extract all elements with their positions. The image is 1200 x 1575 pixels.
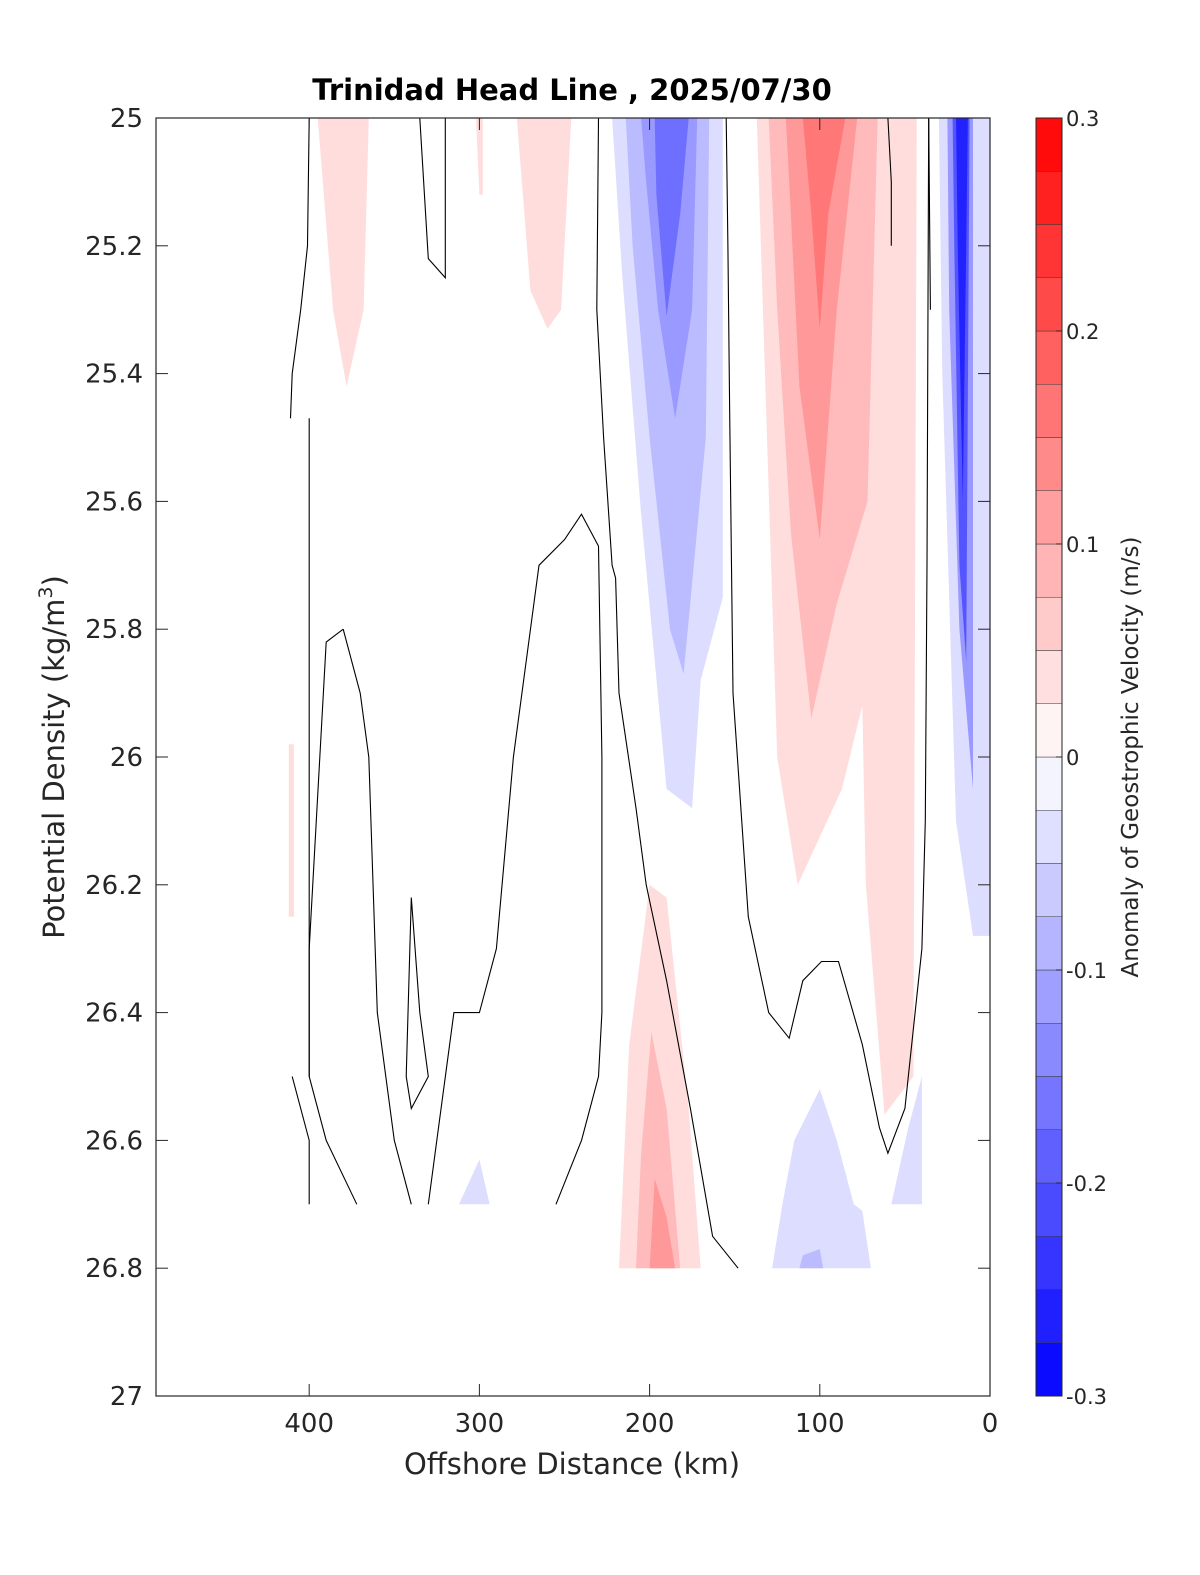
contour-fill-red-patch-265km [516, 118, 572, 329]
contour-fill-blue-deep-45km-l1 [891, 1076, 922, 1205]
y-axis-label-close: ) [37, 575, 71, 586]
zero-contour-lines [289, 118, 931, 1269]
y-tick-label: 25.2 [85, 232, 143, 262]
contour-fill-red-patch-380km [317, 118, 369, 387]
colorbar-segment [1035, 117, 1063, 172]
x-tick-label: 100 [795, 1409, 845, 1439]
colorbar-segment [1035, 277, 1063, 332]
colorbar-segment [1035, 171, 1063, 225]
filled-contours [288, 118, 990, 1269]
colorbar-ticks: 0.3 0.2 0.1 0 -0.1 -0.2 -0.3 [1056, 107, 1107, 1409]
x-tick-label: 400 [284, 1409, 334, 1439]
x-axis-ticks: 400 300 200 100 0 [284, 118, 998, 1439]
contour-fill-red-deep-200km-l3 [649, 1178, 676, 1269]
zero-contour-line-4 [725, 118, 930, 1155]
colorbar-label: Anomaly of Geostrophic Velocity (m/s) [1118, 537, 1144, 978]
contour-fill-blue-jet-190km-l4 [654, 118, 689, 317]
colorbar-tick-label: 0.2 [1066, 320, 1099, 344]
x-axis-label: Offshore Distance (km) [404, 1447, 740, 1481]
colorbar-segment [1035, 543, 1063, 598]
zero-contour-line-7 [291, 1076, 310, 1205]
y-tick-label: 26 [110, 743, 143, 773]
colorbar-segment [1035, 1129, 1063, 1184]
y-axis-label-main: Potential Density (kg/m [37, 599, 71, 939]
y-axis-label: Potential Density (kg/m3) [35, 575, 71, 939]
chart-title: Trinidad Head Line , 2025/07/30 [312, 73, 832, 107]
colorbar-segment [1035, 650, 1063, 704]
y-tick-label: 25 [110, 104, 143, 134]
contour-fill-red-thin-300km [476, 118, 483, 195]
colorbar-tick-label: 0.1 [1066, 533, 1099, 557]
zero-contour-line-2 [419, 118, 446, 280]
colorbar-tick-label: 0 [1066, 746, 1079, 770]
colorbar-segment [1035, 384, 1063, 438]
colorbar-segment [1035, 1023, 1063, 1077]
zero-contour-line-1 [289, 118, 310, 419]
colorbar-segment [1035, 597, 1063, 651]
colorbar [1035, 117, 1063, 1397]
y-axis-label-sup: 3 [35, 586, 57, 598]
zero-contour-line-5 [887, 118, 892, 246]
colorbar-segment [1035, 1236, 1063, 1290]
contour-fill-red-jet-100km-l3 [785, 118, 858, 540]
colorbar-segment [1035, 490, 1063, 545]
colorbar-segment [1035, 916, 1063, 971]
colorbar-segment [1035, 437, 1063, 491]
y-tick-label: 25.6 [85, 487, 143, 517]
colorbar-segment [1035, 330, 1063, 385]
colorbar-segment [1035, 1076, 1063, 1130]
zero-contour-line-11 [405, 897, 429, 1111]
x-tick-label: 0 [982, 1409, 999, 1439]
zero-contour-line-12 [427, 513, 603, 1205]
colorbar-segment [1035, 1182, 1063, 1237]
contour-fill-blue-deep-300km-l1 [459, 1159, 490, 1205]
y-tick-label: 25.8 [85, 615, 143, 645]
colorbar-segment [1035, 756, 1063, 811]
y-axis-ticks: 25 25.2 25.4 25.6 25.8 26 26.2 26.4 26.6 26.8 27 [85, 104, 990, 1412]
colorbar-tick-label: -0.1 [1066, 959, 1107, 983]
colorbar-segment [1035, 1342, 1063, 1397]
zero-contour-line-10 [342, 629, 412, 1205]
y-tick-label: 26.6 [85, 1126, 143, 1156]
zero-contour-line-8 [308, 418, 358, 1205]
contour-fill-red-deep-200km-l2 [636, 1031, 681, 1269]
x-tick-label: 300 [455, 1409, 505, 1439]
colorbar-segment [1035, 1289, 1063, 1343]
colorbar-tick-label: -0.2 [1066, 1172, 1107, 1196]
y-tick-label: 26.4 [85, 999, 143, 1029]
colorbar-segment [1035, 969, 1063, 1024]
contour-fill-blue-deep-100km-l1 [772, 1089, 871, 1269]
colorbar-segment [1035, 703, 1063, 758]
y-tick-label: 26.8 [85, 1254, 143, 1284]
contour-fill-blue-deep-100km-l2 [799, 1249, 824, 1269]
y-tick-label: 26.2 [85, 871, 143, 901]
colorbar-tick-label: 0.3 [1066, 107, 1099, 131]
zero-contour-line-9 [308, 628, 344, 1077]
y-tick-label: 27 [110, 1382, 143, 1412]
colorbar-segment [1035, 224, 1063, 278]
contour-fill-blue-coastal-l4 [956, 118, 968, 502]
colorbar-segment [1035, 863, 1063, 917]
colorbar-tick-label: -0.3 [1066, 1385, 1107, 1409]
colorbar-segment [1035, 810, 1063, 864]
zero-contour-line-3 [596, 118, 739, 1269]
zero-contour-line-6 [928, 118, 931, 310]
contour-fill-red-thin-410km [288, 744, 294, 917]
x-tick-label: 200 [625, 1409, 675, 1439]
contour-fill-red-jet-100km-l4 [802, 118, 846, 329]
y-tick-label: 25.4 [85, 360, 143, 390]
